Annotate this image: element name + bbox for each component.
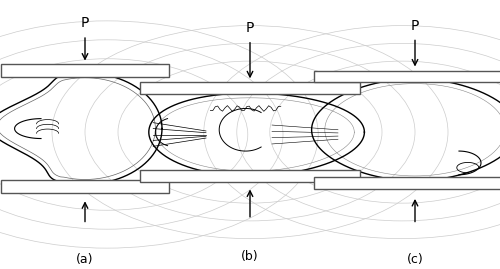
Text: P: P [411,19,419,33]
Bar [2,180,168,193]
Text: P: P [81,16,89,30]
Bar [314,70,500,82]
Text: (a): (a) [76,253,94,266]
Text: (c): (c) [406,253,424,266]
Text: (b): (b) [241,250,259,264]
Bar [2,64,168,77]
Text: P: P [246,21,254,35]
Bar [140,82,360,94]
Bar [140,170,360,182]
Bar [314,177,500,189]
